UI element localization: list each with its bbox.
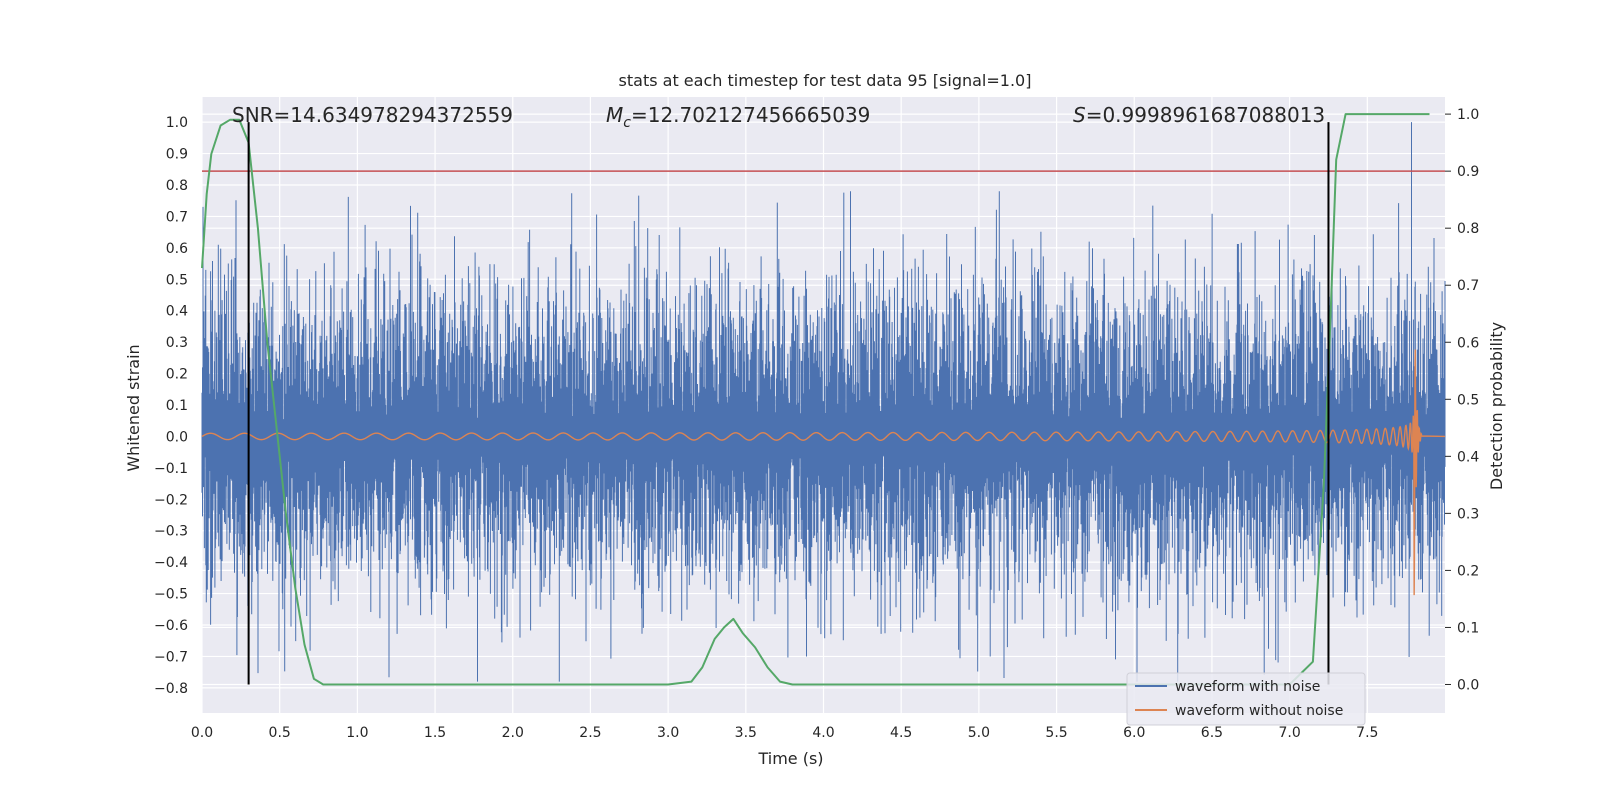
x-axis-label: Time (s) — [757, 749, 823, 768]
x-tick-label: 1.5 — [424, 725, 446, 741]
score-annotation: S=0.9998961687088013 — [1073, 103, 1325, 127]
x-tick-label: 0.5 — [269, 725, 291, 741]
x-tick-label: 3.5 — [735, 725, 757, 741]
y-left-tick-label: −0.1 — [154, 461, 188, 477]
y-left-tick-label: 0.5 — [166, 272, 188, 288]
x-tick-label: 7.5 — [1356, 725, 1378, 741]
y-right-tick-label: 0.2 — [1457, 563, 1479, 579]
y-left-tick-label: −0.4 — [154, 555, 188, 571]
x-tick-label: 6.5 — [1201, 725, 1223, 741]
y-right-tick-label: 0.9 — [1457, 164, 1479, 180]
y-left-tick-label: −0.5 — [154, 587, 188, 603]
x-tick-label: 3.0 — [657, 725, 679, 741]
y-right-tick-label: 0.5 — [1457, 392, 1479, 408]
y-right-tick-label: 0.3 — [1457, 506, 1479, 522]
x-tick-label: 5.0 — [968, 725, 990, 741]
chirp-mass-symbol: M — [606, 103, 623, 127]
y-left-tick-label: −0.2 — [154, 492, 188, 508]
y-left-tick-label: 0.4 — [166, 304, 188, 320]
score-symbol: S — [1073, 103, 1086, 127]
legend: waveform with noise waveform without noi… — [1126, 672, 1366, 726]
x-tick-label: 0.0 — [191, 725, 213, 741]
x-tick-label: 6.0 — [1123, 725, 1145, 741]
chart-title: stats at each timestep for test data 95 … — [619, 71, 1032, 90]
y-right-tick-label: 0.4 — [1457, 449, 1479, 465]
chirp-mass-annotation: Mc=12.702127456665039 — [606, 103, 870, 131]
y-axis-right-ticks: 1.0 0.9 0.8 0.7 0.6 0.5 0.4 0.3 0.2 0.1 0.0 — [1445, 107, 1479, 693]
y-axis-left-ticks: 1.0 0.9 0.8 0.7 0.6 0.5 0.4 0.3 0.2 0.1 0.0 −0.1 −0.… — [154, 115, 188, 697]
x-tick-label: 2.0 — [502, 725, 524, 741]
series-waveform-without-noise — [201, 349, 1446, 596]
y-left-tick-label: 0.9 — [166, 147, 188, 163]
y-left-tick-label: 0.1 — [166, 398, 188, 414]
noise-waveform-path — [201, 122, 1446, 682]
y-left-tick-label: 0.7 — [166, 209, 188, 225]
series-waveform-with-noise — [201, 122, 1446, 682]
clean-waveform-path — [201, 349, 1446, 596]
y-left-tick-label: 0.3 — [166, 335, 188, 351]
legend-box — [1126, 672, 1366, 726]
y-right-tick-label: 0.0 — [1457, 677, 1479, 693]
y-left-tick-label: −0.8 — [154, 681, 188, 697]
x-tick-label: 4.0 — [812, 725, 834, 741]
x-tick-label: 2.5 — [579, 725, 601, 741]
y-left-tick-label: −0.7 — [154, 649, 188, 665]
x-axis-ticks: 0.0 0.5 1.0 1.5 2.0 2.5 3.0 3.5 4.0 4.5 5.0 5.5 6.0 6… — [191, 725, 1379, 741]
y-right-tick-label: 0.7 — [1457, 278, 1479, 294]
y-left-tick-label: 0.2 — [166, 367, 188, 383]
y-left-tick-label: 0.8 — [166, 178, 188, 194]
y-left-tick-label: −0.3 — [154, 524, 188, 540]
x-tick-label: 4.5 — [890, 725, 912, 741]
x-tick-label: 1.0 — [346, 725, 368, 741]
snr-annotation: SNR=14.634978294372559 — [232, 103, 513, 127]
legend-label-waveform-with-noise: waveform with noise — [1175, 679, 1320, 695]
chirp-mass-value: =12.702127456665039 — [631, 103, 870, 127]
y-right-tick-label: 0.6 — [1457, 335, 1479, 351]
x-tick-label: 7.0 — [1278, 725, 1300, 741]
y-right-tick-label: 0.8 — [1457, 221, 1479, 237]
y-left-tick-label: 1.0 — [166, 115, 188, 131]
y-left-tick-label: −0.6 — [154, 618, 188, 634]
y-left-tick-label: 0.0 — [166, 429, 188, 445]
x-tick-label: 5.5 — [1045, 725, 1067, 741]
score-value: =0.9998961687088013 — [1086, 103, 1325, 127]
legend-label-waveform-without-noise: waveform without noise — [1175, 703, 1343, 719]
y-axis-right-label: Detection probability — [1487, 322, 1506, 490]
y-right-tick-label: 0.1 — [1457, 620, 1479, 636]
y-axis-left-label: Whitened strain — [124, 344, 143, 471]
vertical-markers — [247, 122, 1330, 685]
chirp-mass-subscript: c — [623, 115, 631, 131]
y-left-tick-label: 0.6 — [166, 241, 188, 257]
y-right-tick-label: 1.0 — [1457, 107, 1479, 123]
